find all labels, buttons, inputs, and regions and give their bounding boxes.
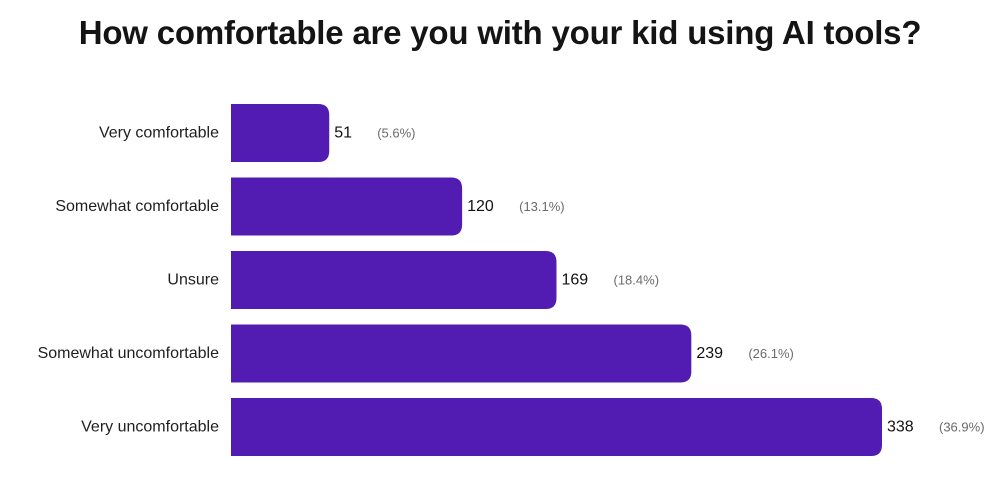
value-label-very-comfortable: 51 [334,125,352,142]
bar-very-uncomfortable [231,398,882,456]
percent-label-somewhat-comfortable: (13.1%) [519,199,565,214]
bar-somewhat-uncomfortable [231,324,692,383]
percent-label-somewhat-uncomfortable: (26.1%) [748,346,794,361]
bar-unsure [231,251,557,309]
percent-label-very-comfortable: (5.6%) [377,126,415,141]
chart-title: How comfortable are you with your kid us… [78,14,922,51]
value-label-somewhat-comfortable: 120 [467,198,494,215]
category-label-somewhat-comfortable: Somewhat comfortable [55,198,219,215]
category-label-very-uncomfortable: Very uncomfortable [81,419,219,436]
value-label-very-uncomfortable: 338 [887,419,914,436]
value-label-somewhat-uncomfortable: 239 [696,345,723,362]
percent-label-unsure: (18.4%) [614,273,660,288]
percent-label-very-uncomfortable: (36.9%) [939,420,985,435]
value-label-unsure: 169 [562,272,589,289]
category-label-very-comfortable: Very comfortable [99,125,219,142]
bar-somewhat-comfortable [231,177,463,236]
category-label-unsure: Unsure [167,272,219,289]
bar-very-comfortable [231,104,330,162]
category-label-somewhat-uncomfortable: Somewhat uncomfortable [38,345,220,362]
